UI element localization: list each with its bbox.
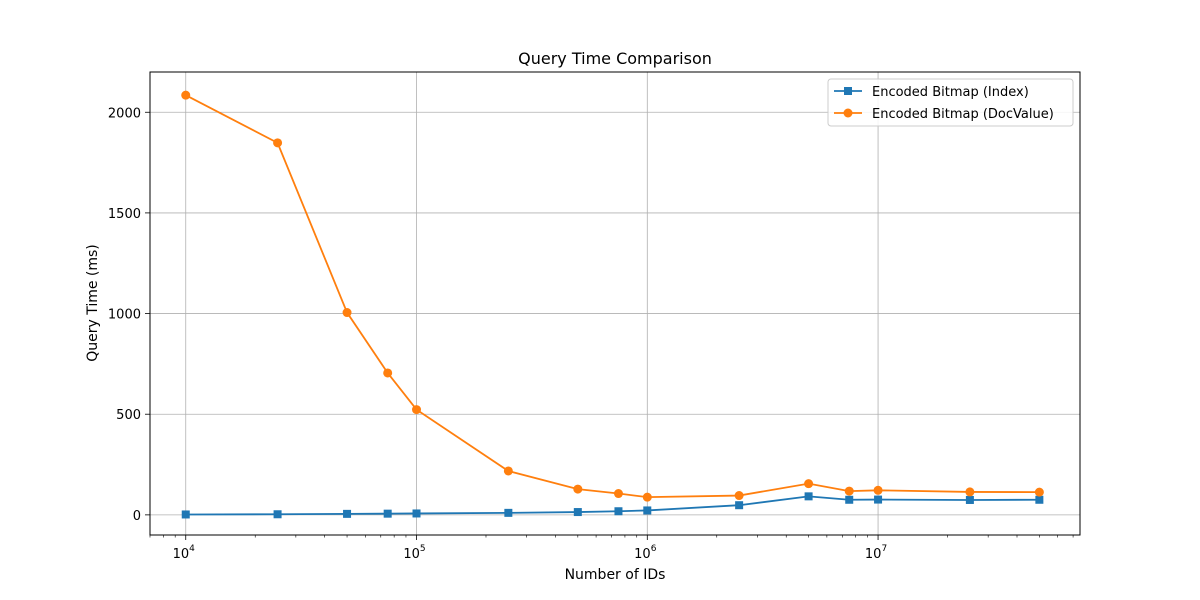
data-point <box>273 138 283 148</box>
data-point <box>804 492 813 501</box>
x-tick-label: 104 <box>173 544 196 562</box>
x-axis-label: Number of IDs <box>565 567 666 583</box>
legend-marker <box>844 87 852 95</box>
data-point <box>734 491 744 501</box>
data-point <box>844 486 854 496</box>
data-point <box>643 506 652 515</box>
legend-label: Encoded Bitmap (Index) <box>872 85 1029 100</box>
data-point <box>1034 487 1044 497</box>
legend-marker <box>843 108 853 118</box>
data-point <box>383 509 392 518</box>
data-point <box>873 485 883 495</box>
data-point <box>342 308 352 318</box>
chart-title: Query Time Comparison <box>518 49 712 68</box>
x-tick-label: 105 <box>403 544 425 562</box>
x-tick-label: 106 <box>634 544 657 562</box>
legend-entry: Encoded Bitmap (Index) <box>834 85 1029 100</box>
y-tick-label: 500 <box>116 408 141 423</box>
data-point <box>965 495 974 504</box>
series-1 <box>181 90 1044 502</box>
x-tick-label-exponent: 4 <box>189 544 195 554</box>
legend: Encoded Bitmap (Index) Encoded Bitmap (Do… <box>827 78 1074 127</box>
y-axis: 0 500 1000 1500 2000 <box>108 106 150 524</box>
x-tick-label-base: 10 <box>403 547 420 562</box>
data-point <box>573 484 583 494</box>
series-layer <box>181 90 1044 519</box>
x-tick-label-exponent: 7 <box>881 544 887 554</box>
data-point <box>383 368 393 378</box>
data-point <box>412 509 421 518</box>
data-point <box>573 508 582 517</box>
data-point <box>614 507 623 516</box>
data-point <box>181 510 190 519</box>
data-point <box>845 495 854 504</box>
legend-box <box>827 78 1074 127</box>
data-point <box>613 489 623 499</box>
series-0 <box>181 492 1044 519</box>
y-tick-label: 0 <box>133 509 141 524</box>
data-point <box>343 509 352 518</box>
x-tick-label: 107 <box>865 544 887 562</box>
x-tick-label-exponent: 5 <box>420 544 426 554</box>
data-point <box>504 508 513 517</box>
legend-entry: Encoded Bitmap (DocValue) <box>834 107 1054 122</box>
y-axis-label: Query Time (ms) <box>85 244 101 362</box>
data-point <box>965 487 975 497</box>
x-tick-label-base: 10 <box>634 547 651 562</box>
x-tick-label-base: 10 <box>173 547 190 562</box>
data-point <box>1035 495 1044 504</box>
data-point <box>874 495 883 504</box>
x-tick-label-base: 10 <box>865 547 882 562</box>
data-point <box>273 510 282 519</box>
y-tick-label: 1000 <box>108 308 141 323</box>
plot-frame <box>149 71 1081 536</box>
data-point <box>642 492 652 502</box>
data-point <box>735 501 744 510</box>
data-point <box>412 405 422 415</box>
legend-label: Encoded Bitmap (DocValue) <box>872 107 1054 122</box>
y-tick-label: 2000 <box>108 106 141 121</box>
x-axis: 104 105 106 107 <box>149 535 1074 562</box>
y-tick-label: 1500 <box>108 207 141 222</box>
data-point <box>804 479 814 489</box>
data-point <box>503 466 513 476</box>
x-tick-label-exponent: 6 <box>651 544 657 554</box>
data-point <box>181 90 191 100</box>
